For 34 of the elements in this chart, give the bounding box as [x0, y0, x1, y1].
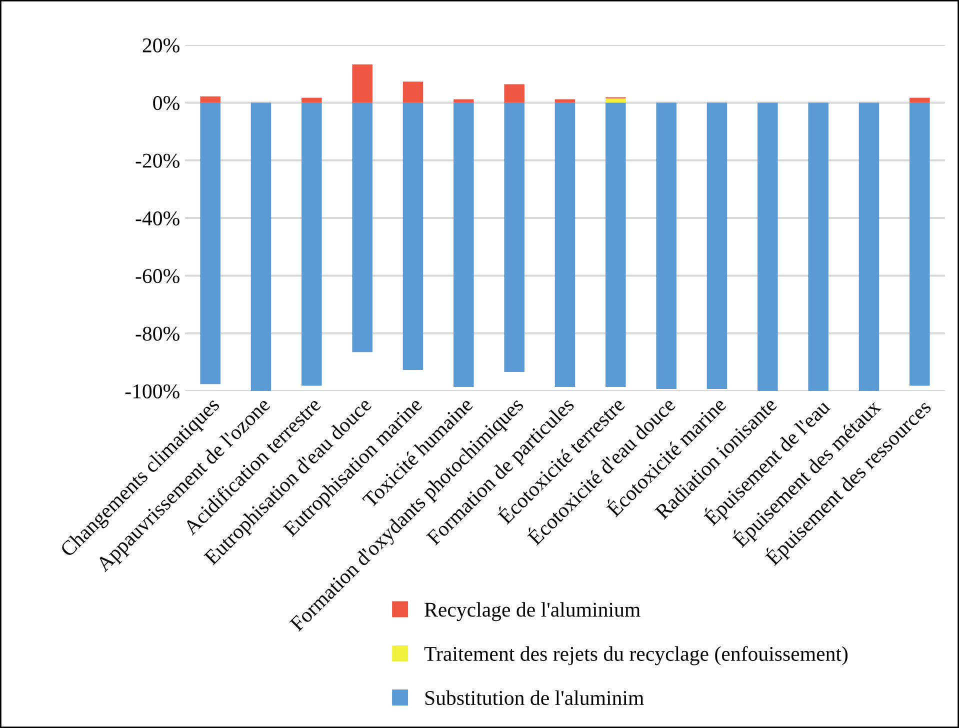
legend-label: Recyclage de l'aluminium [424, 602, 640, 622]
bar [606, 98, 626, 103]
legend-label: Substitution de l'aluminim [425, 690, 644, 706]
bar [910, 98, 930, 103]
y-tick-label: -60% [136, 269, 180, 284]
bar [504, 102, 524, 372]
y-tick-label: -80% [136, 326, 180, 341]
bar [910, 102, 930, 386]
y-tick-label: 20% [142, 38, 180, 52]
bar [402, 82, 424, 103]
bar [402, 102, 424, 370]
bar [554, 102, 576, 387]
bar [302, 98, 322, 103]
bar [454, 102, 474, 387]
bar [758, 102, 778, 391]
bar [858, 102, 880, 391]
bar [656, 102, 676, 389]
bar [250, 102, 272, 391]
legend-label: Traitement des rejets du recyclage (enfouissement) [424, 646, 848, 666]
bar [200, 96, 220, 103]
bar [554, 99, 576, 103]
bar [352, 102, 372, 352]
bar [454, 99, 474, 103]
bar [200, 102, 220, 384]
bar [706, 102, 728, 389]
y-tick-label: -100% [125, 384, 180, 398]
y-tick-label: 0% [153, 96, 180, 110]
y-tick-label: -20% [136, 154, 180, 168]
bar [808, 102, 828, 391]
bar [606, 102, 626, 387]
bar [352, 64, 372, 103]
bar [504, 84, 524, 103]
y-tick-label: -40% [136, 211, 180, 226]
bar [302, 102, 322, 386]
